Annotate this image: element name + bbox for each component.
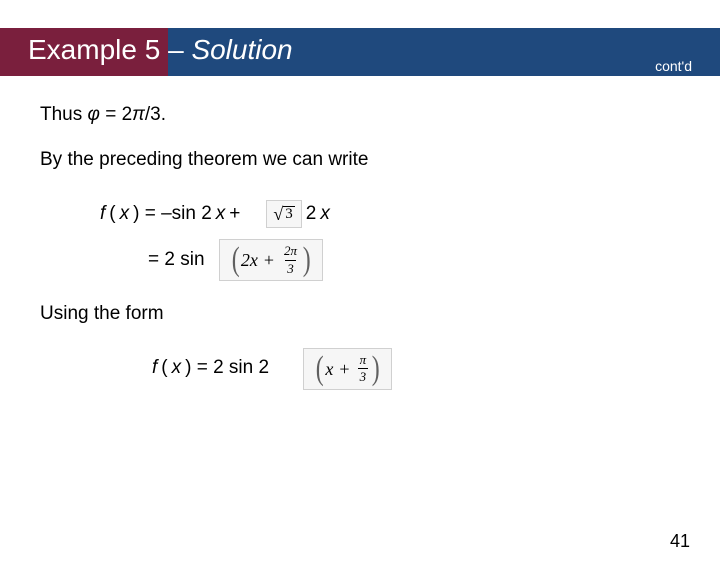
eq1-x2: x xyxy=(216,201,226,228)
eq2-plus: + xyxy=(262,251,276,269)
symbol-pi: π xyxy=(132,104,145,125)
eq3-plus: + xyxy=(337,360,351,378)
equation-row-1: f(x) = –sin 2x + √3 2x xyxy=(100,191,680,237)
eq3-paren-open: ( xyxy=(161,355,167,382)
paren-open: ( xyxy=(109,201,115,228)
eq2-prefix: = 2 sin xyxy=(148,247,205,274)
eq2-paren-box: ( 2x + 2π 3 ) xyxy=(219,239,324,281)
eq3-inner: x + π 3 xyxy=(325,353,370,385)
paren-right-icon: ) xyxy=(303,243,311,277)
eq2-2x: 2x xyxy=(241,251,258,269)
text-eq-2: = 2 xyxy=(100,104,132,125)
title-dash: – xyxy=(168,34,184,65)
title-number: 5 xyxy=(145,34,161,65)
paren-right-icon-2: ) xyxy=(372,352,380,386)
page-number: 41 xyxy=(670,531,690,552)
title-suffix: Solution xyxy=(191,34,292,65)
equation-row-3: f(x) = 2 sin 2 ( x + π 3 ) xyxy=(152,346,680,392)
sqrt3-box: √3 xyxy=(266,200,301,228)
sqrt-value: 3 xyxy=(283,206,295,222)
eq1-trail-x: x xyxy=(320,201,330,228)
title-text: Example 5 – Solution xyxy=(28,34,293,66)
text-thus: Thus xyxy=(40,104,88,125)
eq2-frac-den: 3 xyxy=(285,260,296,276)
paren-left-icon: ( xyxy=(231,243,239,277)
content-area: Thus φ = 2π/3. By the preceding theorem … xyxy=(0,76,720,392)
eq3-rest: ) = 2 sin 2 xyxy=(185,355,269,382)
eq3-frac-num: π xyxy=(358,353,369,368)
title-prefix: Example xyxy=(28,34,137,65)
symbol-phi: φ xyxy=(88,104,100,125)
line-preceding: By the preceding theorem we can write xyxy=(40,147,680,174)
paren-left-icon-2: ( xyxy=(316,352,324,386)
fx-f: f xyxy=(100,201,105,228)
continued-label: cont'd xyxy=(655,58,692,74)
title-bar: Example 5 – Solution cont'd xyxy=(0,28,720,76)
sqrt-icon: √3 xyxy=(273,205,294,223)
fx-x: x xyxy=(120,201,130,228)
eq3-x: x xyxy=(172,355,182,382)
eq1-rest: ) = –sin 2 xyxy=(133,201,212,228)
eq3-f: f xyxy=(152,355,157,382)
line-thus: Thus φ = 2π/3. xyxy=(40,102,680,129)
line-using: Using the form xyxy=(40,301,680,328)
eq3-frac-den: 3 xyxy=(358,368,369,384)
eq2-frac-num: 2π xyxy=(282,244,299,259)
eq1-trail: 2 xyxy=(306,201,317,228)
eq1-plus: + xyxy=(229,201,240,228)
eq3-x-inner: x xyxy=(325,360,333,378)
eq2-inner: 2x + 2π 3 xyxy=(241,244,301,276)
equation-block: f(x) = –sin 2x + √3 2x = 2 sin ( 2x + 2π xyxy=(100,191,680,283)
eq2-fraction: 2π 3 xyxy=(282,244,299,276)
eq3-paren-box: ( x + π 3 ) xyxy=(303,348,392,390)
eq3-fraction: π 3 xyxy=(358,353,369,385)
equation-row-2: = 2 sin ( 2x + 2π 3 ) xyxy=(148,237,680,283)
text-over-3: /3. xyxy=(145,104,166,125)
